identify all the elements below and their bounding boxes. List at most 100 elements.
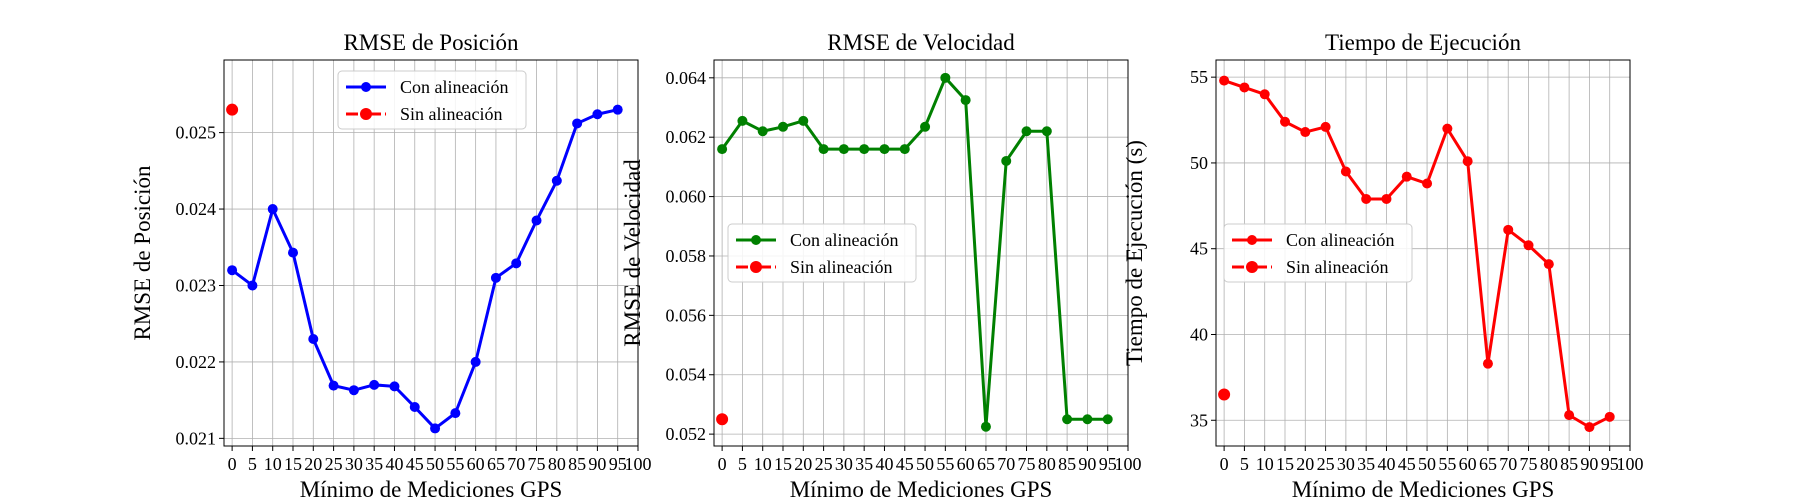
data-point <box>1021 126 1032 137</box>
x-tick-label: 15 <box>774 454 792 474</box>
legend-label: Sin alineación <box>1286 257 1388 277</box>
y-tick-label: 55 <box>1190 67 1208 87</box>
data-point <box>940 72 951 83</box>
legend-marker <box>361 82 371 92</box>
x-tick-label: 75 <box>528 454 546 474</box>
data-point <box>1041 126 1052 137</box>
legend: Con alineación Sin alineación <box>727 223 917 283</box>
x-axis-label: Mínimo de Mediciones GPS <box>790 477 1053 500</box>
data-point <box>1239 82 1250 93</box>
x-tick-label: 20 <box>304 454 322 474</box>
x-tick-label: 40 <box>385 454 403 474</box>
x-axis-label: Mínimo de Mediciones GPS <box>1292 477 1555 500</box>
series-2 <box>1218 388 1231 401</box>
y-axis-label: RMSE de Velocidad <box>620 159 645 347</box>
data-point <box>737 115 748 126</box>
x-tick-label: 60 <box>957 454 975 474</box>
series-2 <box>716 413 729 426</box>
series-1 <box>1219 75 1615 433</box>
data-point <box>1280 116 1290 127</box>
data-point <box>859 144 870 155</box>
x-tick-label: 0 <box>228 454 237 474</box>
data-point <box>288 247 298 258</box>
y-tick-label: 0.052 <box>666 424 707 444</box>
data-point <box>1543 259 1554 270</box>
data-point <box>879 144 890 155</box>
data-point <box>899 144 910 155</box>
y-tick-label: 0.023 <box>176 275 217 295</box>
data-point <box>328 380 339 391</box>
data-point <box>369 379 380 390</box>
x-tick-label: 55 <box>446 454 464 474</box>
data-point <box>1503 224 1514 235</box>
legend-marker <box>1247 235 1257 245</box>
y-axis-label: RMSE de Posición <box>130 165 155 341</box>
x-tick-label: 100 <box>625 454 652 474</box>
x-tick-label: 85 <box>1560 454 1578 474</box>
x-tick-label: 25 <box>1317 454 1335 474</box>
x-tick-label: 35 <box>855 454 873 474</box>
x-tick-label: 45 <box>896 454 914 474</box>
legend-label: Con alineación <box>1286 230 1394 250</box>
data-point <box>450 408 461 419</box>
x-tick-label: 75 <box>1018 454 1036 474</box>
x-tick-label: 0 <box>718 454 727 474</box>
data-point <box>1219 75 1230 86</box>
x-tick-label: 90 <box>1580 454 1598 474</box>
chart-title: RMSE de Posición <box>343 30 519 55</box>
legend-marker <box>750 261 762 273</box>
data-point <box>247 280 258 291</box>
chart-panel-3: 0 5 10 15 20 25 30 35 40 45 50 55 60 65 70 75 80 85 90 9510… <box>1122 30 1644 500</box>
data-point <box>348 385 359 396</box>
x-tick-label: 90 <box>1078 454 1096 474</box>
x-tick-label: 35 <box>365 454 383 474</box>
data-point <box>1381 193 1392 204</box>
data-point <box>490 272 501 283</box>
data-point <box>1218 388 1231 401</box>
x-tick-label: 45 <box>406 454 424 474</box>
data-point <box>1564 410 1575 421</box>
x-tick-label: 50 <box>916 454 934 474</box>
legend-label: Con alineación <box>400 77 508 97</box>
y-tick-label: 0.022 <box>176 352 217 372</box>
x-tick-label: 80 <box>1038 454 1056 474</box>
x-tick-label: 20 <box>1296 454 1314 474</box>
x-tick-label: 40 <box>1377 454 1395 474</box>
x-tick-label: 80 <box>548 454 566 474</box>
data-point <box>612 104 623 115</box>
x-tick-label: 70 <box>507 454 525 474</box>
x-tick-label: 85 <box>568 454 586 474</box>
x-tick-label: 95 <box>1099 454 1117 474</box>
data-point <box>980 421 991 432</box>
data-point <box>1401 171 1412 182</box>
x-axis-label: Mínimo de Mediciones GPS <box>300 477 563 500</box>
data-point <box>531 215 542 226</box>
x-tick-label: 30 <box>345 454 363 474</box>
x-tick-label: 60 <box>1459 454 1477 474</box>
data-point <box>757 126 768 137</box>
x-tick-label: 65 <box>487 454 505 474</box>
x-tick-label: 25 <box>325 454 343 474</box>
x-tick-label: 0 <box>1220 454 1229 474</box>
chart-panel-2: 0 5 10 15 20 25 30 35 40 45 50 55 60 65 70 75 80 85 90 9510… <box>620 30 1142 500</box>
x-tick-label: 30 <box>1337 454 1355 474</box>
data-point <box>717 144 728 155</box>
chart-panel-1: 0 5 10 15 20 25 30 35 40 45 50 55 60 65 70 75 80 85 90 9510… <box>130 30 652 500</box>
data-point <box>572 118 583 129</box>
x-tick-label: 15 <box>1276 454 1294 474</box>
data-point <box>308 333 319 344</box>
y-tick-label: 0.060 <box>666 187 707 207</box>
x-tick-label: 5 <box>1240 454 1249 474</box>
y-tick-label: 0.062 <box>666 127 707 147</box>
plot-frame <box>713 59 1129 447</box>
legend-label: Sin alineación <box>790 257 892 277</box>
data-point <box>1442 123 1453 134</box>
data-point <box>227 265 238 276</box>
x-tick-label: 40 <box>875 454 893 474</box>
y-tick-label: 0.054 <box>666 365 707 385</box>
data-point <box>551 175 562 186</box>
y-tick-label: 40 <box>1190 324 1208 344</box>
y-tick-label: 0.058 <box>666 246 707 266</box>
data-point <box>1102 414 1113 425</box>
